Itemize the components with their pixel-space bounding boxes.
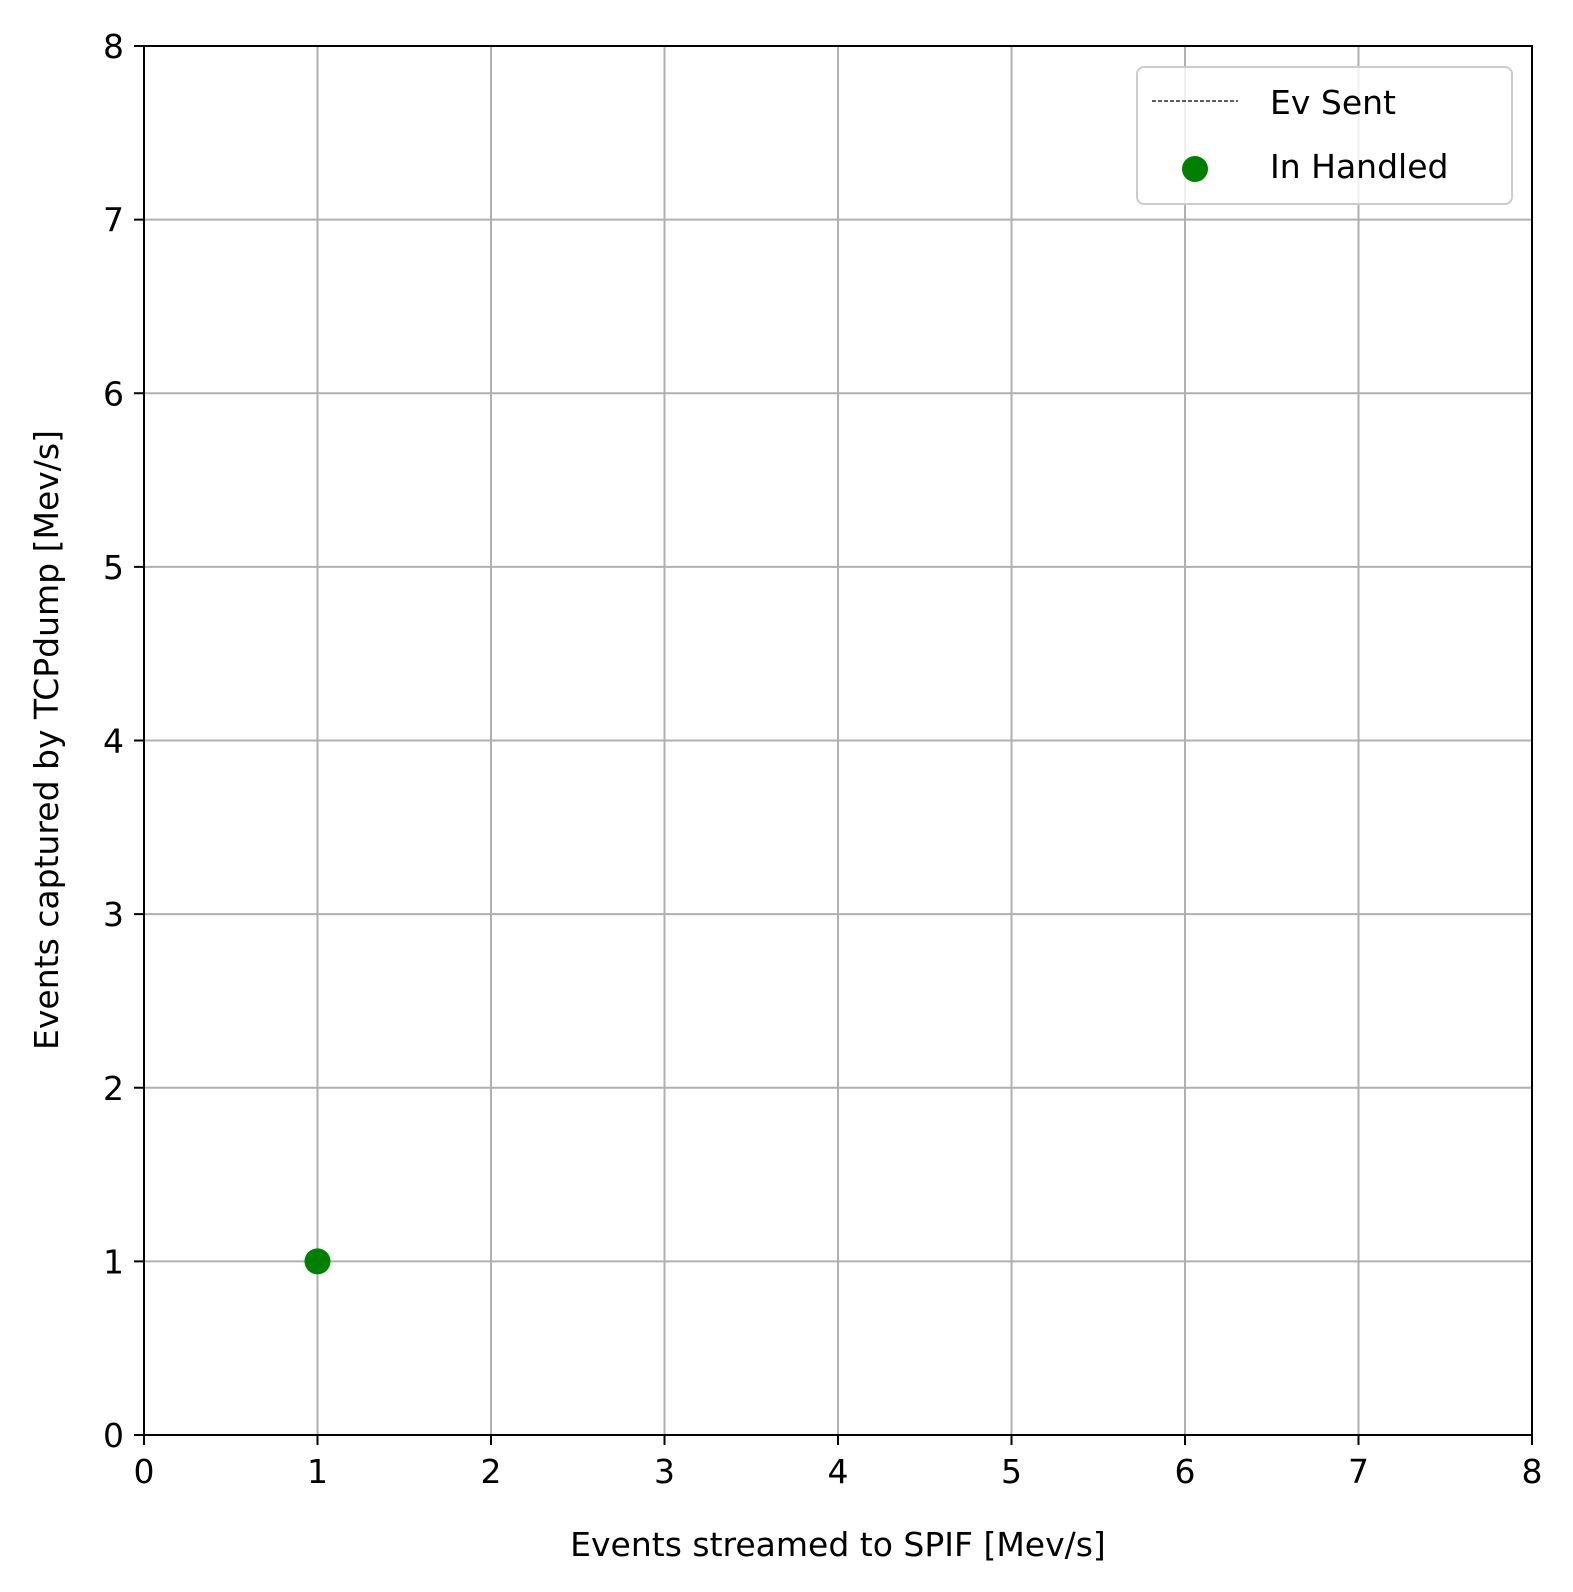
x-tick-label: 6 xyxy=(1175,1452,1196,1491)
y-ticks: 0 1 2 3 4 5 6 7 8 xyxy=(103,27,144,1455)
data-point-in-handled xyxy=(304,1248,331,1275)
legend-label-in-handled: In Handled xyxy=(1270,147,1448,186)
y-tick-label: 4 xyxy=(103,722,124,761)
legend-label-ev-sent: Ev Sent xyxy=(1270,83,1396,122)
y-tick-label: 8 xyxy=(103,27,124,66)
x-tick-label: 2 xyxy=(481,1452,502,1491)
y-tick-label: 2 xyxy=(103,1069,124,1108)
y-tick-label: 3 xyxy=(103,895,124,934)
x-ticks: 0 1 2 3 4 5 6 7 8 xyxy=(134,1435,1543,1491)
x-tick-label: 8 xyxy=(1522,1452,1543,1491)
y-tick-label: 5 xyxy=(103,548,124,587)
x-tick-label: 7 xyxy=(1348,1452,1369,1491)
y-axis-label: Events captured by TCPdump [Mev/s] xyxy=(27,430,66,1050)
y-tick-label: 0 xyxy=(103,1416,124,1455)
legend: Ev Sent In Handled xyxy=(1136,66,1513,205)
series-layer xyxy=(304,1248,331,1275)
y-tick-label: 6 xyxy=(103,374,124,413)
y-tick-label: 1 xyxy=(103,1242,124,1281)
legend-marker-in-handled xyxy=(1182,156,1208,182)
x-tick-label: 5 xyxy=(1001,1452,1022,1491)
x-tick-label: 3 xyxy=(654,1452,675,1491)
x-tick-label: 0 xyxy=(134,1452,155,1491)
y-tick-label: 7 xyxy=(103,201,124,240)
x-axis-label: Events streamed to SPIF [Mev/s] xyxy=(570,1525,1106,1564)
x-tick-label: 4 xyxy=(828,1452,849,1491)
x-tick-label: 1 xyxy=(307,1452,328,1491)
